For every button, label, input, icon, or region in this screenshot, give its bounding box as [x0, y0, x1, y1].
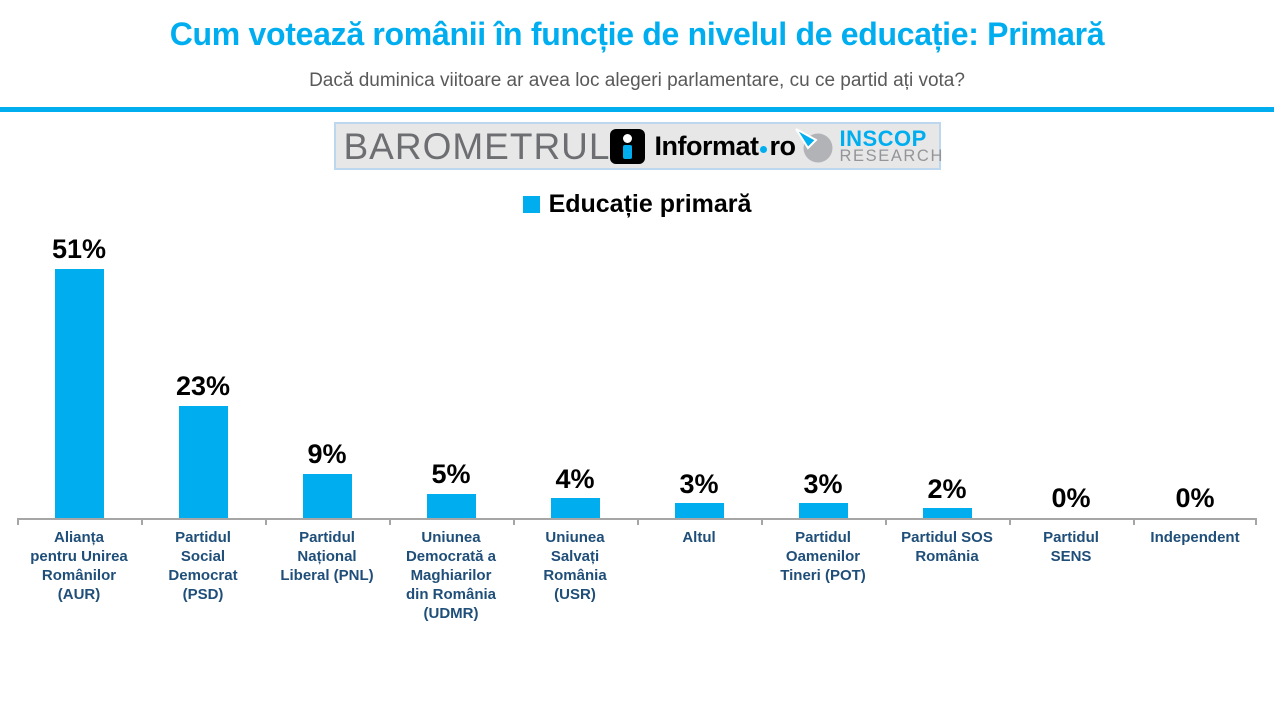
bar [178, 405, 228, 518]
category-label: Partidul SOS România [901, 529, 993, 565]
chart-column: 5% [389, 458, 513, 518]
inscop-logo: INSCOP RESEARCH [795, 127, 944, 165]
category-label: Partidul Național Liberal (PNL) [280, 529, 374, 584]
bar-value-label: 0% [1175, 483, 1215, 514]
logo-strip: BAROMETRUL Informat ro INSCOP RESEARCH [333, 122, 944, 170]
subtitle: Dacă duminica viitoare ar avea loc alege… [309, 70, 965, 91]
barometrul-logo: BAROMETRUL [343, 125, 611, 167]
chart-column: 51% [17, 235, 141, 518]
axis-tick [885, 520, 887, 525]
axis-tick [17, 520, 19, 525]
axis-tick [1133, 520, 1135, 525]
axis-tick [761, 520, 763, 525]
inscop-line2: RESEARCH [839, 146, 944, 165]
inscop-dial-icon [795, 128, 833, 163]
chart-column: 2% [885, 473, 1009, 518]
category-label: Partidul Social Democrat (PSD) [168, 529, 238, 603]
axis-tick [265, 520, 267, 525]
informat-i-stem-icon [623, 144, 633, 159]
legend-label: Educație primară [548, 189, 752, 218]
chart-column: 23% [141, 371, 265, 518]
bar [54, 269, 104, 518]
chart-column: 3% [761, 468, 885, 518]
bar-value-label: 5% [431, 458, 471, 489]
chart-plot-area: 51% 23% 9% 5% 4% 3% 3% 2% 0% 0% [17, 225, 1257, 518]
axis-tick [1009, 520, 1011, 525]
chart-column: 9% [265, 440, 389, 518]
bar-value-label: 9% [307, 439, 347, 470]
chart-x-axis [17, 518, 1257, 525]
category-label: Partidul Oamenilor Tineri (POT) [780, 529, 866, 584]
bar-value-label: 3% [679, 468, 719, 499]
bar [302, 474, 352, 518]
legend-swatch [522, 195, 540, 213]
bar-value-label: 51% [51, 234, 107, 265]
bar-value-label: 0% [1051, 483, 1091, 514]
bar [922, 508, 972, 518]
chart-column: 0% [1009, 484, 1133, 518]
header-divider [0, 107, 1274, 112]
axis-tick [513, 520, 515, 525]
informat-tld: ro [769, 130, 796, 161]
category-label: Altul [682, 529, 716, 546]
informat-i-icon [610, 128, 646, 164]
category-label: Uniunea Salvați România (USR) [543, 529, 607, 603]
bar-value-label: 3% [803, 468, 843, 499]
axis-tick [141, 520, 143, 525]
axis-tick [389, 520, 391, 525]
bar [674, 503, 724, 518]
bar-value-label: 2% [927, 473, 967, 504]
axis-tick [637, 520, 639, 525]
informat-ro-logo: Informat ro [610, 128, 796, 164]
informat-i-dot-icon [623, 133, 633, 143]
informat-logo-text: Informat ro [654, 130, 796, 162]
chart-column: 4% [513, 463, 637, 518]
chart-column: 0% [1133, 484, 1257, 518]
bar [550, 498, 600, 518]
chart-column: 3% [637, 468, 761, 518]
legend: Educație primară [0, 189, 1274, 219]
informat-dot-icon [760, 145, 768, 153]
bar [798, 503, 848, 518]
page-title: Cum votează românii în funcție de nivelu… [169, 16, 1105, 52]
bar-value-label: 4% [555, 463, 595, 494]
bar-chart: 51% 23% 9% 5% 4% 3% 3% 2% 0% 0% Alianța pentru Un… [17, 225, 1257, 623]
axis-tick [1255, 520, 1257, 525]
informat-name: Informat [654, 130, 759, 161]
category-label: Uniunea Democrată a Maghiarilor din Româ… [405, 529, 497, 622]
inscop-line1: INSCOP [839, 125, 927, 151]
bar-value-label: 23% [175, 371, 231, 402]
category-label: Partidul SENS [1043, 529, 1099, 565]
category-label: Independent [1150, 529, 1240, 546]
bar [426, 493, 476, 518]
chart-category-labels: Alianța pentru Unirea Românilor (AUR) Par… [17, 528, 1257, 623]
inscop-logo-text: INSCOP RESEARCH [839, 125, 944, 165]
category-label: Alianța pentru Unirea Românilor (AUR) [30, 529, 128, 603]
